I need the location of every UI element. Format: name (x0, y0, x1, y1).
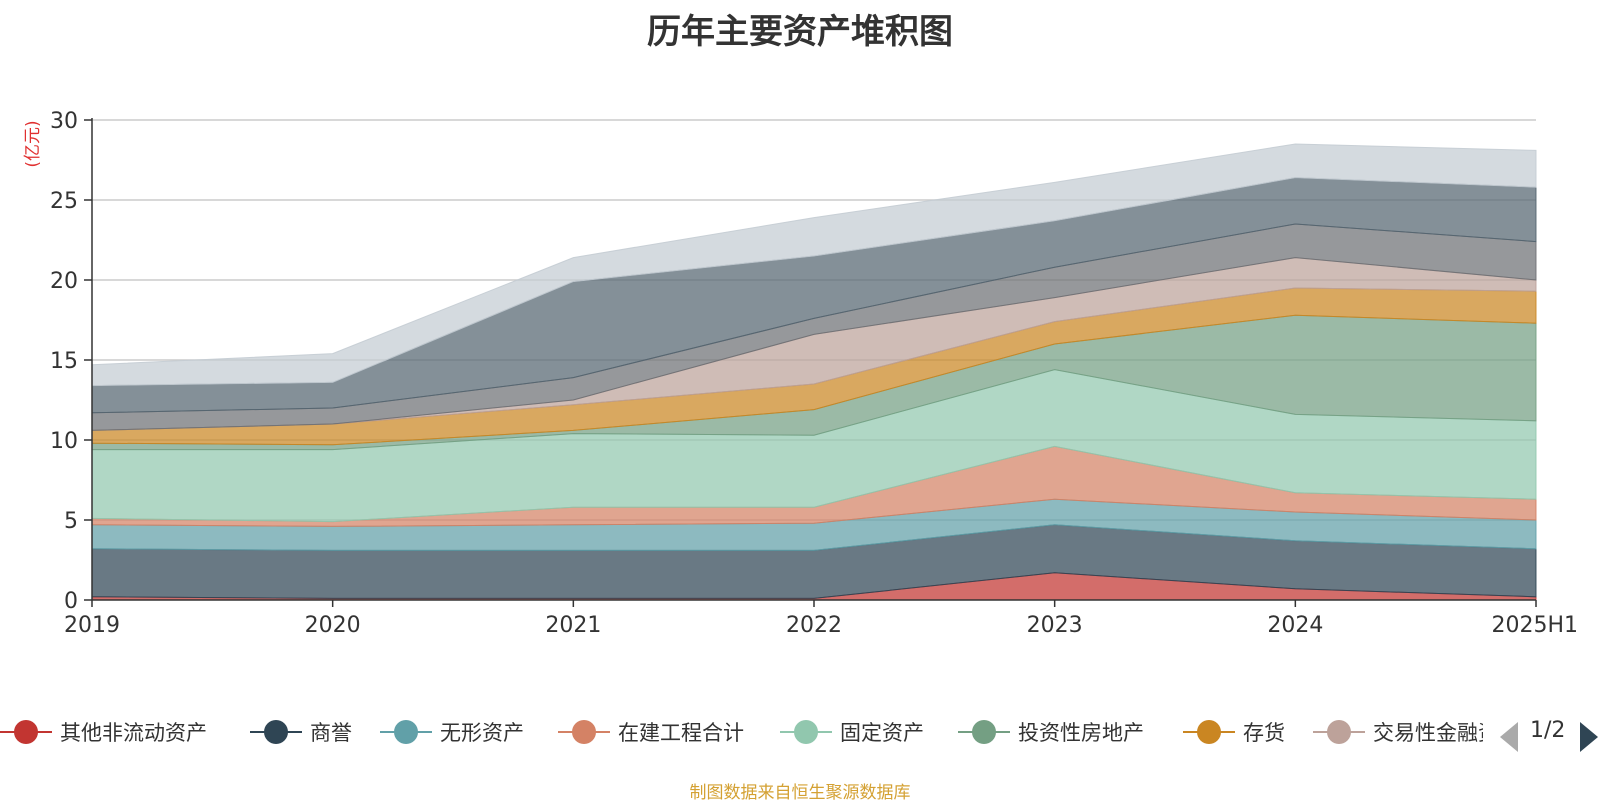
legend-marker-icon (780, 712, 832, 752)
legend: 其他非流动资产 商誉 无形资产 在建工程合计 固定资产 投资性房地产 存货 交易性金融资产 (0, 712, 1600, 756)
legend-label: 其他非流动资产 (60, 721, 207, 745)
y-tick-label: 20 (50, 269, 78, 294)
x-tick-label: 2022 (786, 613, 842, 638)
legend-label: 固定资产 (840, 721, 924, 745)
y-tick-label: 25 (50, 189, 78, 214)
legend-marker-icon (958, 712, 1010, 752)
legend-label: 投资性房地产 (1018, 721, 1144, 745)
y-tick-label: 15 (50, 349, 78, 374)
x-tick-label: 2023 (1027, 613, 1083, 638)
x-tick-label: 2019 (64, 613, 120, 638)
area-series-货币资金 (91, 143, 1537, 387)
y-tick-label: 0 (64, 589, 78, 614)
area-series (91, 143, 1537, 601)
legend-marker-icon (250, 712, 302, 752)
legend-item[interactable]: 无形资产 (380, 712, 524, 752)
legend-label: 无形资产 (440, 721, 524, 745)
legend-item[interactable]: 存货 (1183, 712, 1285, 752)
x-tick-label: 2020 (305, 613, 361, 638)
axes: 0 5 10 15 20 25 30 2019 2020 2021 2022 2023 2024 2025… (50, 109, 1578, 638)
y-tick-label: 10 (50, 429, 78, 454)
legend-item[interactable]: 商誉 (250, 712, 352, 752)
legend-label: 交易性金融资产 (1373, 721, 1483, 745)
legend-item[interactable]: 投资性房地产 (958, 712, 1144, 752)
y-axis-unit: (亿元) (23, 120, 43, 167)
legend-item[interactable]: 其他非流动资产 (0, 712, 207, 752)
x-tick-label: 2021 (545, 613, 601, 638)
stacked-area-chart: 0 5 10 15 20 25 30 2019 2020 2021 2022 2023 2024 2025… (23, 109, 1578, 638)
legend-label: 商誉 (310, 721, 352, 745)
legend-next-page-icon[interactable] (1580, 722, 1598, 752)
legend-prev-page-icon[interactable] (1500, 722, 1518, 752)
y-tick-label: 30 (50, 109, 78, 134)
legend-label: 存货 (1243, 721, 1285, 745)
source-note: 制图数据来自恒生聚源数据库 (689, 783, 911, 803)
legend-item[interactable]: 交易性金融资产 (1313, 712, 1483, 752)
legend-marker-icon (0, 712, 52, 752)
legend-item[interactable]: 固定资产 (780, 712, 924, 752)
legend-marker-icon (1183, 712, 1235, 752)
legend-label: 在建工程合计 (618, 721, 744, 745)
legend-page-indicator: 1/2 (1530, 718, 1566, 743)
x-tick-label: 2025H1 (1491, 613, 1578, 638)
y-tick-label: 5 (64, 509, 78, 534)
x-tick-label: 2024 (1267, 613, 1323, 638)
legend-marker-icon (558, 712, 610, 752)
legend-marker-icon (1313, 712, 1365, 752)
chart-title: 历年主要资产堆积图 (647, 12, 953, 52)
legend-item[interactable]: 在建工程合计 (558, 712, 744, 752)
legend-marker-icon (380, 712, 432, 752)
